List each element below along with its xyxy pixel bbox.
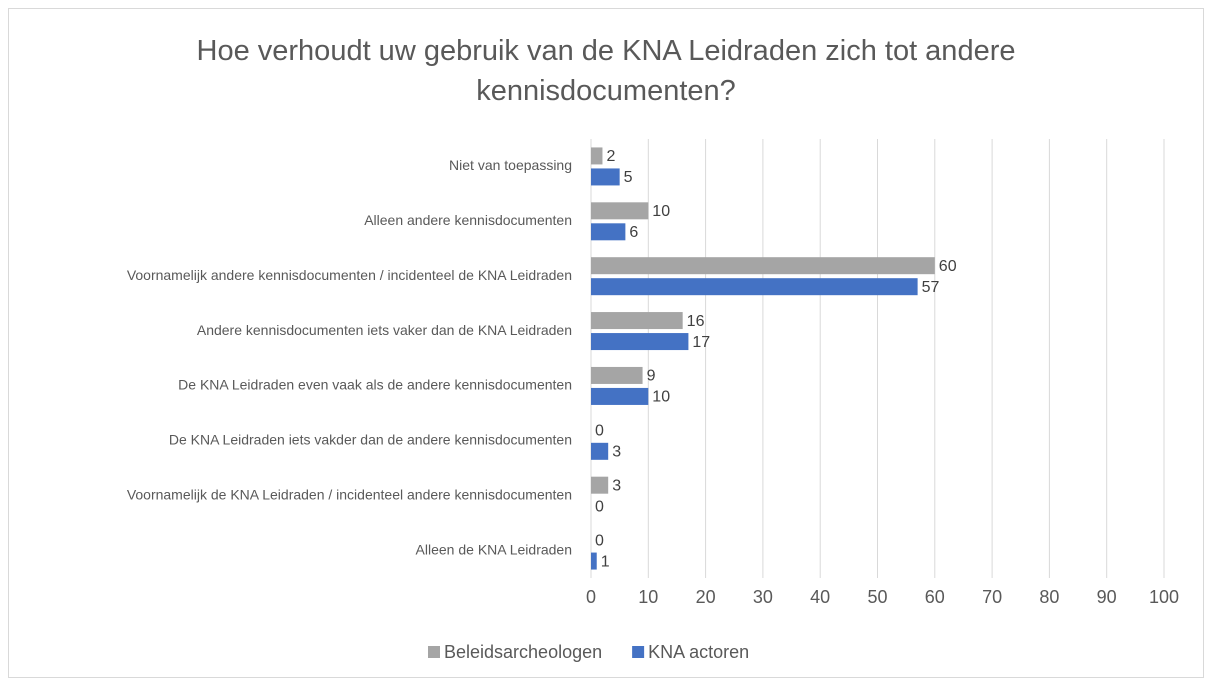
data-label: 10 <box>652 203 670 220</box>
data-label: 3 <box>612 444 621 461</box>
chart-title-line: kennisdocumenten? <box>476 75 736 107</box>
y-tick-label: Andere kennisdocumenten iets vaker dan d… <box>197 322 572 338</box>
bar <box>591 223 626 241</box>
y-tick-label: Voornamelijk andere kennisdocumenten / i… <box>127 267 572 283</box>
x-tick-label: 0 <box>586 587 596 607</box>
data-label: 0 <box>595 423 604 440</box>
bar <box>591 366 643 384</box>
data-label: 16 <box>687 313 705 330</box>
chart-title: Hoe verhoudt uw gebruik van de KNA Leidr… <box>197 35 1016 107</box>
bar <box>591 168 620 186</box>
y-tick-label: De KNA Leidraden even vaak als de andere… <box>178 377 572 393</box>
bar <box>591 333 689 351</box>
x-tick-label: 100 <box>1149 587 1179 607</box>
data-label: 0 <box>595 498 604 515</box>
data-label: 3 <box>612 477 621 494</box>
legend-swatch <box>632 646 645 658</box>
y-tick-label: Alleen andere kennisdocumenten <box>364 212 572 228</box>
data-label: 0 <box>595 532 604 549</box>
data-label: 5 <box>624 169 633 186</box>
y-tick-label: Niet van toepassing <box>449 157 572 173</box>
y-tick-label: Voornamelijk de KNA Leidraden / incident… <box>127 486 572 502</box>
x-tick-label: 70 <box>982 587 1002 607</box>
x-tick-label: 80 <box>1039 587 1059 607</box>
bar <box>591 387 649 405</box>
x-tick-label: 50 <box>867 587 887 607</box>
bar <box>591 147 603 165</box>
data-label: 57 <box>922 279 940 296</box>
legend-label: Beleidsarcheologen <box>444 642 602 662</box>
x-tick-label: 20 <box>696 587 716 607</box>
y-tick-label: De KNA Leidraden iets vakder dan de ande… <box>169 432 572 448</box>
data-label: 9 <box>647 368 656 385</box>
bar <box>591 476 609 494</box>
data-label: 17 <box>692 334 710 351</box>
bar <box>591 278 918 296</box>
x-tick-label: 40 <box>810 587 830 607</box>
x-tick-label: 10 <box>638 587 658 607</box>
data-label: 60 <box>939 258 957 275</box>
x-tick-label: 60 <box>925 587 945 607</box>
bar <box>591 552 597 570</box>
x-tick-label: 90 <box>1097 587 1117 607</box>
data-label: 6 <box>629 224 638 241</box>
chart-title-line: Hoe verhoudt uw gebruik van de KNA Leidr… <box>197 35 1016 67</box>
bar <box>591 312 683 330</box>
y-tick-label: Alleen de KNA Leidraden <box>416 541 572 557</box>
legend-label: KNA actoren <box>648 642 749 662</box>
bar <box>591 202 649 220</box>
x-tick-label: 30 <box>753 587 773 607</box>
bar <box>591 257 935 275</box>
bar <box>591 442 609 460</box>
data-label: 10 <box>652 389 670 406</box>
legend-swatch <box>428 646 440 658</box>
data-label: 1 <box>601 553 610 570</box>
data-label: 2 <box>606 148 615 165</box>
